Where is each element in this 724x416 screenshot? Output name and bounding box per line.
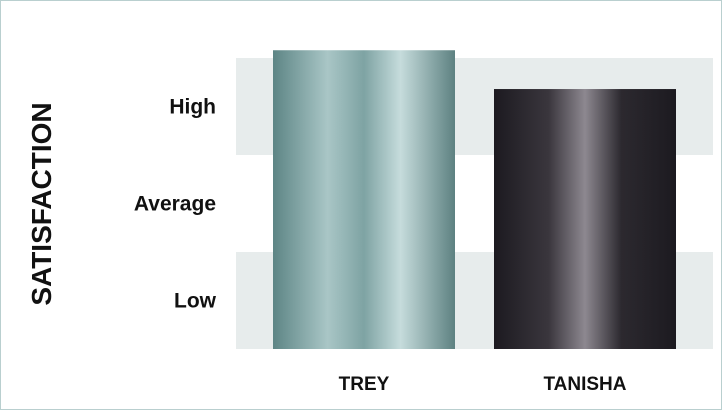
category-label-tanisha: TANISHA bbox=[543, 374, 626, 395]
tick-label-average: Average bbox=[134, 193, 216, 216]
category-label-trey: TREY bbox=[339, 374, 390, 395]
bar-trey bbox=[273, 50, 455, 350]
bar-tanisha bbox=[494, 89, 676, 349]
tick-label-high: High bbox=[169, 96, 216, 119]
y-axis-label: SATISFACTION bbox=[26, 102, 57, 305]
tick-label-low: Low bbox=[174, 290, 217, 313]
